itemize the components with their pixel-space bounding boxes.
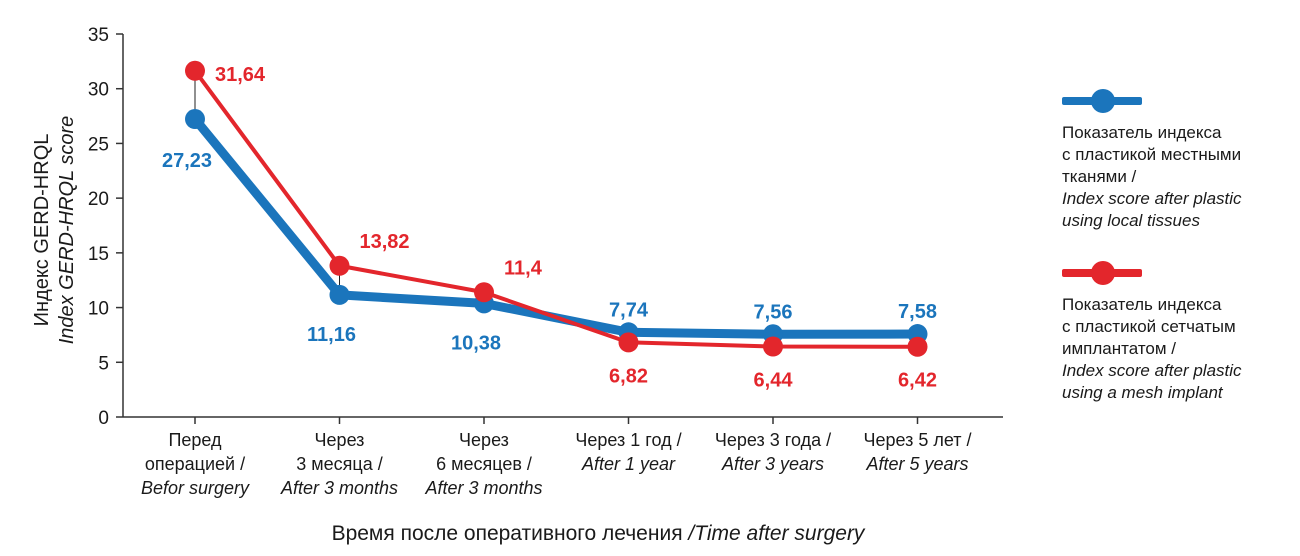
point-red — [329, 255, 350, 276]
data-label-blue: 7,58 — [898, 301, 937, 323]
data-labels: 27,23 11,16 10,38 7,74 7,56 7,58 31,64 13,82 11,… — [162, 64, 937, 392]
y-tick-label: 25 — [88, 134, 109, 155]
legend-line-en: Index score after plastic — [1062, 189, 1242, 208]
data-label-blue: 10,38 — [451, 332, 501, 354]
x-tick-label-en: After 1 year — [581, 454, 676, 474]
data-label-red: 31,64 — [215, 64, 266, 86]
data-label-red: 13,82 — [360, 231, 410, 253]
axes — [122, 34, 1003, 418]
x-tick-label: Через 5 лет / — [863, 430, 971, 450]
data-label-red: 6,44 — [754, 370, 794, 392]
legend-line: тканями / — [1062, 167, 1137, 186]
x-tick-label: Через 3 года / — [715, 430, 831, 450]
x-axis-title: Время после оперативного лечения /Time a… — [332, 522, 866, 545]
x-tick-label: Через — [315, 430, 365, 450]
legend-line: имплантатом / — [1062, 339, 1177, 358]
x-tick-label-en: After 3 months — [280, 478, 398, 498]
y-tick-label: 15 — [88, 244, 109, 265]
y-axis-title: Индекс GERD-HRQL — [31, 134, 53, 327]
legend-marker-red — [1091, 261, 1115, 285]
y-tick-label: 30 — [88, 80, 109, 101]
x-tick-label-en: After 3 years — [721, 454, 824, 474]
legend-line: Показатель индекса — [1062, 123, 1222, 142]
x-tick-label-en: After 3 months — [424, 478, 542, 498]
data-label-red: 6,42 — [898, 370, 937, 392]
x-ticks: Перед операцией / Befor surgery Через 3 меся… — [141, 417, 972, 498]
point-red — [907, 336, 928, 357]
legend-line-en: using local tissues — [1062, 211, 1200, 230]
series-lines — [185, 60, 928, 357]
y-tick-label: 5 — [98, 353, 109, 374]
point-red — [618, 332, 639, 353]
y-tick-label: 0 — [98, 408, 109, 429]
legend-line: Показатель индекса — [1062, 295, 1222, 314]
x-tick-label: 3 месяца / — [296, 454, 382, 474]
point-red — [185, 60, 205, 81]
legend-text-red: Показатель индекса с пластикой сетчатым … — [1062, 294, 1297, 404]
data-label-blue: 11,16 — [307, 324, 356, 346]
y-tick-label: 35 — [88, 25, 109, 46]
point-red — [474, 282, 494, 303]
y-tick-label: 10 — [88, 299, 109, 320]
x-tick-label: операцией / — [145, 454, 245, 474]
legend: Показатель индекса с пластикой местными … — [1062, 86, 1297, 232]
series-line-blue — [190, 114, 922, 339]
x-tick-label: 6 месяцев / — [436, 454, 532, 474]
legend-marker-blue — [1091, 89, 1115, 113]
legend-swatch-blue — [1062, 86, 1142, 116]
legend-line-en: using a mesh implant — [1062, 383, 1223, 402]
legend-swatch-red — [1062, 258, 1142, 288]
x-tick-label: Через 1 год / — [575, 430, 681, 450]
point-red — [763, 336, 783, 357]
data-label-blue: 27,23 — [162, 150, 212, 172]
legend-line-en: Index score after plastic — [1062, 361, 1242, 380]
legend: Показатель индекса с пластикой сетчатым … — [1062, 258, 1297, 404]
y-ticks: 0 5 10 15 20 25 30 35 — [88, 25, 123, 429]
y-axis-title-en: Index GERD-HRQL score — [56, 116, 78, 345]
legend-line: с пластикой сетчатым — [1062, 317, 1236, 336]
point-blue — [329, 284, 350, 305]
data-label-red: 11,4 — [504, 257, 543, 279]
legend-line: с пластикой местными — [1062, 145, 1242, 164]
x-tick-label: Через — [459, 430, 509, 450]
x-tick-label-en: After 5 years — [865, 454, 968, 474]
data-label-blue: 7,56 — [754, 301, 793, 323]
data-label-blue: 7,74 — [609, 299, 649, 321]
y-tick-label: 20 — [88, 189, 109, 210]
point-blue — [185, 109, 205, 130]
x-tick-label: Перед — [168, 430, 222, 450]
series-line-red — [193, 68, 920, 349]
legend-text-blue: Показатель индекса с пластикой местными … — [1062, 122, 1297, 232]
chart: 0 5 10 15 20 25 30 35 Перед операцией / Befor sur… — [31, 25, 1003, 545]
x-tick-label-en: Befor surgery — [141, 478, 250, 498]
data-label-red: 6,82 — [609, 365, 648, 387]
